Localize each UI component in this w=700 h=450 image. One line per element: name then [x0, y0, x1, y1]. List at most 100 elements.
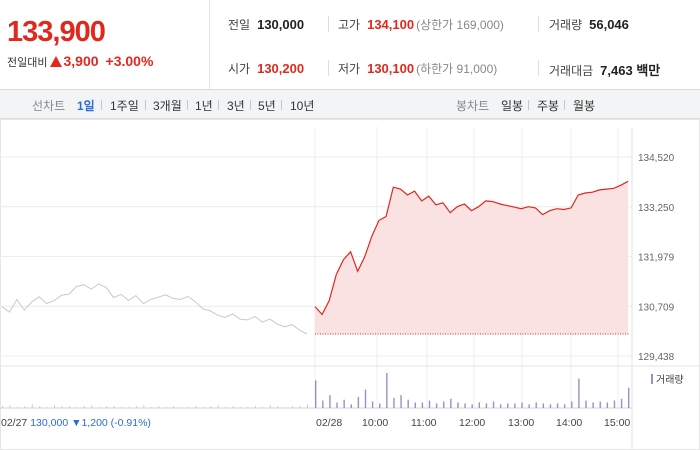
y-tick-label: 133,250 — [638, 203, 675, 214]
volume-bar — [187, 407, 189, 408]
volume-bar — [68, 406, 70, 408]
tab-5years[interactable]: 5년 — [258, 99, 276, 113]
change-percent: +3.00% — [105, 53, 154, 69]
volume-bar — [379, 403, 381, 408]
volume-bar — [414, 402, 416, 408]
volume-bar — [61, 406, 63, 408]
volume-bar — [514, 403, 516, 408]
up-arrow-icon — [50, 56, 63, 67]
stat-value: 130,200 — [257, 61, 305, 76]
volume-bar — [269, 405, 271, 408]
volume-bar — [54, 405, 56, 408]
change-row: 전일대비 3,900 +3.00% — [7, 53, 153, 70]
volume-legend-label: 거래량 — [656, 374, 684, 386]
today-price-area — [315, 181, 628, 334]
divider — [538, 60, 539, 76]
today-price-line — [314, 180, 629, 316]
volume-bar — [31, 404, 33, 408]
price-area — [315, 181, 628, 334]
tab-1week[interactable]: 1주일 — [110, 99, 139, 113]
volume-bar — [91, 405, 93, 408]
volume-bar — [364, 389, 367, 408]
volume-bar — [443, 401, 445, 408]
volume-bar — [76, 407, 78, 408]
tab-weekly-candle[interactable]: 주봉 — [537, 99, 560, 113]
tab-daily-candle[interactable]: 일봉 — [501, 99, 524, 113]
x-tick-label: 14:00 — [556, 417, 582, 429]
tab-monthly-candle[interactable]: 월봉 — [573, 99, 596, 113]
tab-3months[interactable]: 3개월 — [153, 99, 182, 113]
volume-bar — [563, 404, 566, 408]
stat-label: 거래량 — [549, 18, 583, 32]
volume-bar — [2, 406, 3, 408]
stat-label: 거래대금 — [549, 64, 594, 78]
volume-bar — [606, 402, 609, 408]
stat-label: 고가 — [338, 18, 361, 32]
volume-bar — [450, 398, 452, 408]
volume-bar — [400, 395, 402, 408]
volume-bar — [528, 404, 530, 408]
x-tick-label: 02/28 — [316, 417, 342, 429]
volume-bar — [195, 406, 197, 408]
x-tick-label: 13:00 — [508, 417, 534, 429]
prev-day-change: ▼1,200 (-0.91%) — [71, 417, 151, 429]
stat-label: 시가 — [228, 62, 251, 76]
tab-1day[interactable]: 1일 — [77, 99, 95, 113]
volume-bar — [393, 397, 395, 408]
y-tick-label: 131,979 — [638, 253, 675, 264]
tab-10years[interactable]: 10년 — [290, 99, 315, 113]
volume-bar — [210, 406, 212, 408]
volume-bar — [9, 405, 11, 408]
volume-bar — [357, 396, 360, 408]
divider — [187, 100, 188, 110]
volume-bar — [39, 406, 41, 408]
volume-bar — [592, 402, 594, 408]
y-tick-label: 130,709 — [638, 302, 675, 313]
divider — [538, 16, 539, 32]
tab-1year[interactable]: 1년 — [195, 99, 213, 113]
volume-bar — [299, 406, 301, 408]
volume-bar — [371, 401, 374, 408]
stat-open: 시가 130,200 — [228, 60, 304, 77]
stat-value: 7,463 백만 — [600, 63, 661, 78]
prev-day-date: 02/27 — [1, 417, 30, 429]
volume-bar — [46, 407, 48, 408]
divider — [564, 100, 565, 110]
volume-bar — [24, 406, 26, 408]
volume-bar — [478, 402, 481, 408]
volume-bar — [535, 402, 537, 408]
volume-bar — [457, 402, 459, 408]
price-box: 133,900 전일대비 3,900 +3.00% — [0, 0, 210, 90]
volume-bar — [277, 406, 279, 408]
stat-label: 저가 — [338, 62, 361, 76]
volume-bar — [386, 373, 388, 408]
volume-bar — [585, 400, 587, 408]
volume-bar — [315, 380, 317, 408]
tab-3years[interactable]: 3년 — [227, 99, 245, 113]
intraday-chart: 134,520 133,250 131,979 130,709 129,438 거래량 02… — [0, 119, 700, 450]
stat-trade-value: 거래대금 7,463 백만 — [549, 60, 660, 79]
volume-bar — [150, 407, 152, 408]
volume-bar — [225, 407, 227, 408]
volume-bar — [322, 400, 324, 408]
volume-bar — [485, 403, 488, 408]
volume-bar — [613, 400, 616, 408]
volume-bar — [521, 402, 523, 408]
stat-value: 56,046 — [589, 17, 629, 32]
stat-high: 고가 134,100 (상한가 169,000) — [338, 16, 504, 33]
stat-prev-close: 전일 130,000 — [228, 16, 304, 33]
volume-bar — [336, 402, 338, 408]
axis-labels: 134,520 133,250 131,979 130,709 129,438 거래량 02… — [1, 153, 684, 429]
volume-bar — [173, 406, 175, 408]
volume-bar — [254, 406, 256, 408]
volume-bar — [143, 405, 145, 408]
volume-bar — [16, 407, 18, 408]
volume-bar — [262, 407, 264, 408]
stat-volume: 거래량 56,046 — [549, 16, 629, 33]
volume-bar — [499, 404, 502, 408]
volume-bar — [240, 407, 242, 408]
chart-canvas: 134,520 133,250 131,979 130,709 129,438 거래량 02… — [0, 119, 700, 450]
volume-bar — [428, 400, 431, 408]
volume-bar — [121, 407, 123, 408]
volume-bar — [232, 406, 234, 408]
